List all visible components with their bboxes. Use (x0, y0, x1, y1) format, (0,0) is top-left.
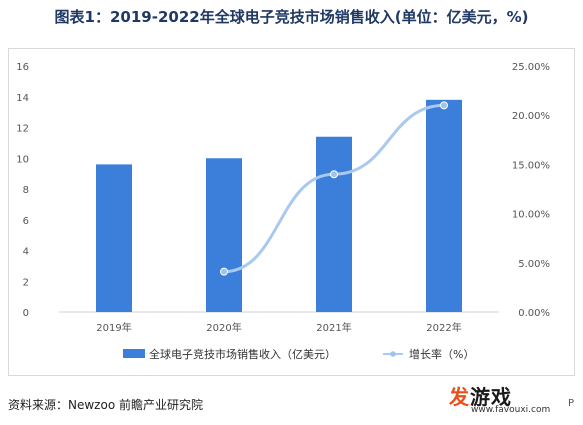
edge-text: P (568, 398, 575, 409)
legend-bar-label: 全球电子竞技市场销售收入（亿美元） (149, 347, 336, 361)
chart-area: 0 2 4 6 8 10 12 14 16 0.00% 5.00% 10.00% 15.00% 20.0… (16, 62, 550, 361)
left-tick-label: 2 (23, 277, 29, 288)
legend: 全球电子竞技市场销售收入（亿美元） 增长率（%） (123, 347, 474, 361)
left-tick-label: 6 (23, 216, 29, 227)
site-logo[interactable]: 发游戏 www.favouxi.com (449, 381, 559, 415)
bar (316, 136, 352, 312)
x-axis-ticks: 2019年 2020年 2021年 2022年 (96, 321, 461, 334)
left-tick-label: 16 (16, 62, 29, 73)
left-tick-label: 8 (23, 185, 29, 196)
left-tick-label: 4 (23, 247, 29, 258)
bar (206, 158, 242, 312)
right-tick-label: 0.00% (518, 308, 550, 319)
left-tick-label: 10 (16, 154, 29, 165)
left-axis-ticks: 0 2 4 6 8 10 12 14 16 (16, 62, 29, 319)
right-tick-label: 20.00% (512, 111, 550, 122)
growth-point (330, 170, 338, 179)
left-tick-label: 14 (16, 93, 29, 104)
right-axis-ticks: 0.00% 5.00% 10.00% 15.00% 20.00% 25.00% (512, 62, 550, 319)
right-tick-label: 15.00% (512, 160, 550, 171)
legend-line-label: 增长率（%） (409, 347, 474, 361)
chart-frame: 0 2 4 6 8 10 12 14 16 0.00% 5.00% 10.00% 15.00% 20.0… (8, 48, 575, 376)
logo-accent: 发 (449, 385, 470, 409)
chart-title: 图表1：2019-2022年全球电子竞技市场销售收入(单位：亿美元，%) (54, 8, 529, 26)
line-series (220, 101, 448, 276)
growth-point (220, 267, 228, 276)
growth-point (440, 101, 448, 110)
source-note: 资料来源：Newzoo 前瞻产业研究院 (8, 398, 203, 412)
legend-line-marker (390, 351, 396, 357)
left-tick-label: 12 (16, 124, 29, 135)
right-tick-label: 10.00% (512, 210, 550, 221)
x-tick-label: 2019年 (96, 321, 131, 334)
right-tick-label: 25.00% (512, 62, 550, 73)
x-tick-label: 2020年 (206, 321, 241, 334)
logo-text: 游戏 (470, 385, 512, 409)
x-tick-label: 2021年 (316, 321, 351, 334)
left-tick-label: 0 (23, 308, 29, 319)
right-tick-label: 5.00% (518, 259, 550, 270)
bar (96, 164, 132, 312)
bar (426, 99, 462, 312)
logo-url: www.favouxi.com (471, 405, 551, 415)
x-tick-label: 2022年 (426, 321, 461, 334)
legend-bar-swatch (123, 349, 145, 358)
bar-series (96, 99, 462, 312)
